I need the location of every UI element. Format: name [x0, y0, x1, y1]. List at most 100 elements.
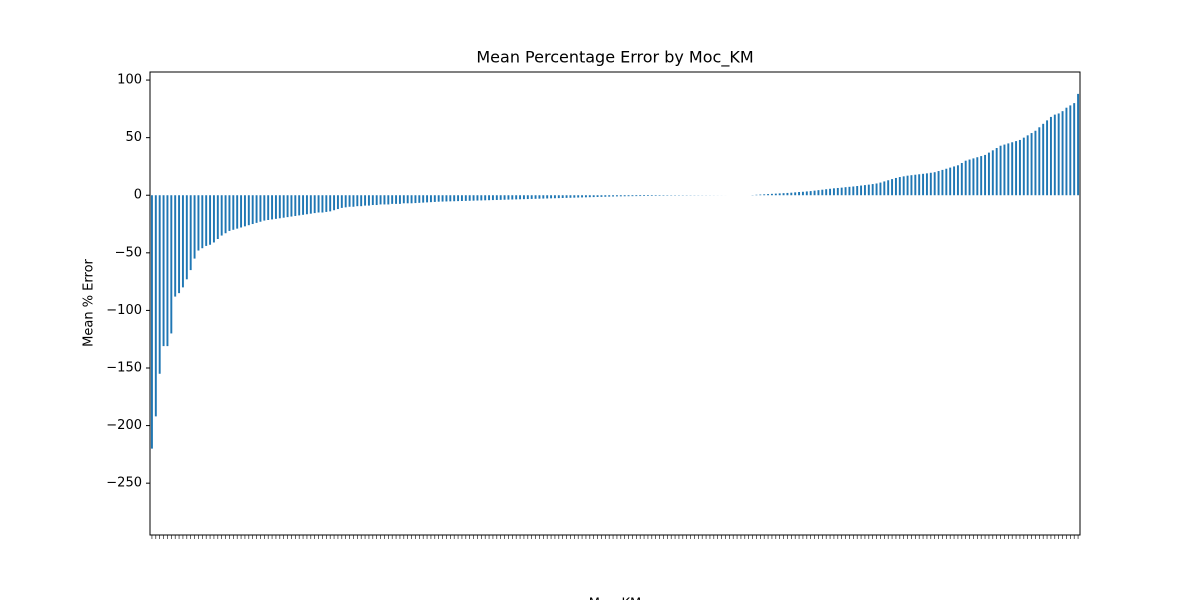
bar: [538, 195, 541, 199]
bar: [569, 195, 572, 198]
bar: [829, 188, 832, 196]
bar: [933, 172, 936, 196]
bar: [879, 182, 882, 196]
bar: [240, 195, 243, 228]
bar: [852, 186, 855, 196]
bar: [565, 195, 568, 198]
bar: [336, 195, 339, 210]
bar: [918, 174, 921, 196]
bar: [216, 195, 219, 240]
bar: [426, 195, 429, 203]
bar: [340, 195, 343, 208]
bar: [294, 195, 297, 216]
y-tick-label: 100: [117, 73, 142, 88]
bar: [650, 195, 653, 196]
bar: [220, 195, 223, 236]
bar: [922, 173, 925, 196]
bar: [817, 190, 820, 196]
bar: [305, 195, 308, 215]
bar: [891, 179, 894, 196]
bar: [546, 195, 549, 199]
bar: [953, 166, 956, 196]
bar: [844, 187, 847, 196]
bar: [468, 195, 471, 201]
bar: [1022, 137, 1025, 196]
bar: [999, 145, 1002, 196]
bar: [391, 195, 394, 204]
bar: [887, 180, 890, 196]
bar: [836, 187, 839, 196]
bar: [906, 175, 909, 196]
bar: [871, 184, 874, 196]
bar: [902, 176, 905, 196]
bar: [185, 195, 188, 280]
bar: [360, 195, 363, 207]
bar: [1038, 127, 1041, 196]
bar: [1030, 133, 1033, 196]
bar: [945, 168, 948, 196]
bar: [821, 189, 824, 196]
bar: [519, 195, 522, 200]
bar: [910, 175, 913, 196]
bar: [832, 188, 835, 196]
bar: [542, 195, 545, 199]
bar: [526, 195, 529, 200]
bar: [302, 195, 305, 215]
bar: [414, 195, 417, 204]
bar: [178, 195, 181, 294]
bar: [654, 195, 657, 196]
bar: [1011, 142, 1014, 196]
bar: [313, 195, 316, 214]
bar: [801, 191, 804, 196]
bar: [507, 195, 510, 200]
bar: [317, 195, 320, 213]
bar: [367, 195, 370, 206]
bar: [530, 195, 533, 199]
bar: [763, 194, 766, 196]
bar: [379, 195, 382, 205]
bar: [1077, 93, 1080, 196]
bar: [925, 173, 928, 196]
bar: [960, 162, 963, 196]
bar: [770, 193, 773, 196]
bar: [980, 156, 983, 196]
bar: [600, 195, 603, 197]
bar: [1065, 107, 1068, 196]
bar: [247, 195, 250, 226]
bar: [170, 195, 173, 334]
bar: [158, 195, 161, 374]
bar: [759, 194, 762, 196]
bar: [418, 195, 421, 203]
bar: [387, 195, 390, 205]
y-tick-label: 50: [125, 130, 142, 145]
bar: [941, 169, 944, 196]
bar: [476, 195, 479, 201]
bar: [453, 195, 456, 202]
bar: [573, 195, 576, 198]
y-tick-label: −200: [106, 418, 142, 433]
bar: [794, 192, 797, 196]
bar: [364, 195, 367, 206]
bar: [457, 195, 460, 202]
bar: [635, 195, 638, 197]
bar: [154, 195, 157, 417]
bar: [561, 195, 564, 199]
plot-frame: [149, 71, 1081, 536]
y-tick-label: 0: [134, 188, 142, 203]
bar: [228, 195, 231, 231]
bar: [894, 177, 897, 196]
bar: [863, 185, 866, 196]
bar: [627, 195, 630, 197]
bar: [437, 195, 440, 202]
bar: [646, 195, 649, 196]
bar: [534, 195, 537, 199]
bar: [588, 195, 591, 198]
bar: [1069, 105, 1072, 196]
bar: [964, 160, 967, 196]
bar: [798, 192, 801, 196]
bar: [581, 195, 584, 198]
bar: [1046, 120, 1049, 196]
bar: [631, 195, 634, 197]
